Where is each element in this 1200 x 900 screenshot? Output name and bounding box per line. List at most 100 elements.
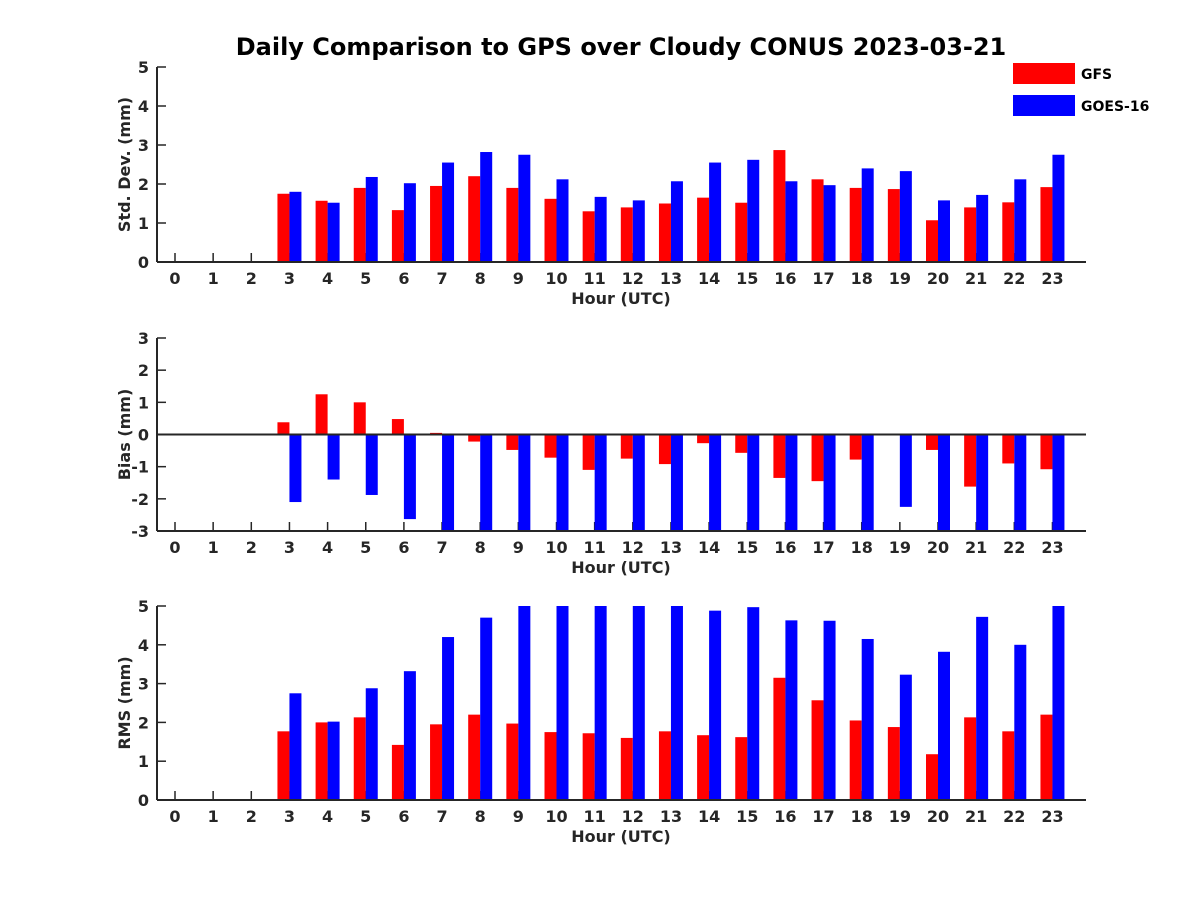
y-tick-label: 3	[138, 329, 149, 348]
bar-gfs-h7	[430, 185, 443, 262]
x-tick-label: 16	[774, 269, 796, 288]
bar-goes16-h3	[289, 693, 302, 800]
x-tick-label: 6	[398, 538, 409, 557]
bar-goes16-h12	[632, 606, 645, 800]
bar-goes16-h7	[442, 162, 455, 262]
bar-goes16-h13	[670, 606, 683, 800]
x-tick-label: 21	[965, 807, 987, 826]
legend: GFS GOES-16	[1013, 63, 1149, 116]
x-tick-label: 5	[360, 807, 371, 826]
x-tick-label: 22	[1003, 269, 1025, 288]
x-tick-label: 14	[698, 538, 720, 557]
x-tick-label: 16	[774, 807, 796, 826]
bar-goes16-h16	[785, 181, 798, 262]
bar-goes16-h19	[899, 434, 912, 507]
y-tick-label: 1	[138, 752, 149, 771]
bar-goes16-h10	[556, 606, 569, 800]
bar-goes16-h20	[938, 200, 950, 262]
bar-gfs-h23	[1040, 187, 1053, 262]
legend-swatch-goes16	[1013, 95, 1075, 116]
bar-goes16-h10	[556, 179, 569, 262]
bar-goes16-h15	[747, 607, 760, 800]
legend-swatch-gfs	[1013, 63, 1075, 84]
bar-goes16-h3	[289, 191, 302, 262]
bar-gfs-h5	[353, 717, 366, 800]
bar-gfs-h9	[506, 434, 519, 450]
bar-goes16-h22	[1014, 434, 1027, 531]
x-tick-label: 3	[284, 807, 295, 826]
y-tick-label: 4	[138, 97, 149, 116]
x-tick-label: 9	[513, 538, 524, 557]
bar-goes16-h4	[327, 721, 340, 800]
x-tick-label: 7	[436, 538, 447, 557]
x-tick-label: 7	[436, 269, 447, 288]
bar-gfs-h6	[391, 744, 404, 800]
y-tick-label: 1	[138, 393, 149, 412]
bar-gfs-h10	[544, 732, 557, 800]
bar-goes16-h23	[1052, 434, 1065, 531]
bar-goes16-h19	[899, 674, 912, 800]
bar-gfs-h13	[658, 731, 671, 800]
bar-goes16-h18	[861, 168, 874, 262]
bar-goes16-h22	[1014, 644, 1027, 800]
bar-gfs-h18	[849, 434, 862, 460]
bar-gfs-h16	[773, 677, 786, 800]
bar-gfs-h23	[1040, 714, 1053, 800]
bar-gfs-h19	[887, 189, 900, 262]
bar-gfs-h21	[964, 717, 977, 800]
x-tick-label: 21	[965, 269, 987, 288]
bar-gfs-h20	[926, 754, 938, 800]
x-tick-label: 18	[851, 807, 873, 826]
y-tick-label: 0	[138, 426, 149, 445]
bar-goes16-h20	[938, 651, 950, 800]
bar-gfs-h5	[353, 402, 366, 435]
bar-gfs-h11	[582, 211, 595, 262]
x-tick-label: 15	[736, 807, 758, 826]
bar-goes16-h13	[670, 434, 683, 531]
x-tick-label: 0	[169, 269, 180, 288]
bar-gfs-h3	[277, 422, 290, 435]
bar-goes16-h17	[823, 434, 836, 531]
y-tick-label: 0	[138, 791, 149, 810]
x-tick-label: 1	[208, 807, 219, 826]
y-tick-label: 3	[138, 136, 149, 155]
x-tick-label: 12	[622, 807, 644, 826]
bar-gfs-h14	[697, 735, 710, 800]
bar-gfs-h13	[658, 434, 671, 465]
x-tick-label: 0	[169, 538, 180, 557]
bar-goes16-h6	[403, 183, 416, 262]
bar-gfs-h3	[277, 193, 290, 262]
bar-gfs-h14	[697, 434, 710, 444]
x-tick-label: 16	[774, 538, 796, 557]
bar-gfs-h11	[582, 434, 595, 470]
bar-goes16-h13	[670, 181, 683, 262]
bar-goes16-h14	[709, 610, 722, 800]
x-tick-label: 10	[545, 538, 567, 557]
x-tick-label: 13	[660, 538, 682, 557]
bar-goes16-h23	[1052, 606, 1065, 800]
bar-gfs-h18	[849, 187, 862, 262]
bar-gfs-h22	[1002, 731, 1015, 800]
x-tick-label: 10	[545, 807, 567, 826]
x-tick-label: 21	[965, 538, 987, 557]
y-tick-label: 2	[138, 713, 149, 732]
bar-goes16-h8	[480, 434, 493, 531]
y-axis-label: Std. Dev. (mm)	[115, 97, 134, 232]
bar-goes16-h9	[518, 434, 531, 531]
bar-goes16-h18	[861, 434, 874, 531]
bar-gfs-h9	[506, 723, 519, 800]
x-tick-label: 11	[584, 807, 606, 826]
bar-gfs-h17	[811, 700, 824, 800]
bar-goes16-h23	[1052, 154, 1065, 262]
bar-gfs-h12	[620, 737, 633, 800]
x-tick-label: 13	[660, 807, 682, 826]
x-tick-label: 3	[284, 269, 295, 288]
bar-goes16-h9	[518, 606, 531, 800]
y-axis-label: Bias (mm)	[115, 389, 134, 481]
x-tick-label: 17	[812, 538, 834, 557]
y-tick-label: -3	[131, 522, 149, 541]
bar-gfs-h4	[315, 200, 328, 262]
